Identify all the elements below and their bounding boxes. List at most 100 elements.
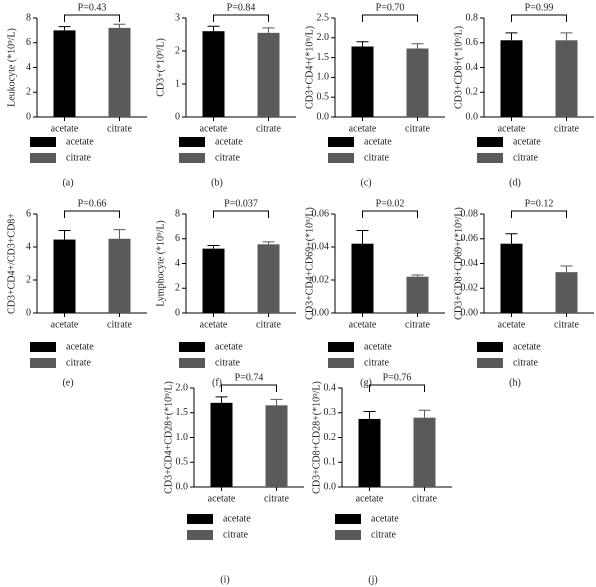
legend-swatch: [30, 358, 56, 368]
y-tick-label: 0: [26, 111, 31, 122]
x-tick-label: acetate: [349, 319, 377, 330]
error-bar: [215, 396, 228, 403]
legend-swatch: [187, 530, 213, 540]
x-tick-label: citrate: [554, 123, 580, 134]
bar: [265, 405, 288, 487]
legend-swatch: [477, 358, 503, 368]
error-bar: [560, 32, 573, 41]
legend-label: acetate: [513, 341, 541, 352]
bar: [555, 40, 578, 117]
y-tick-label: 0.2: [324, 432, 337, 443]
p-value: P=0.70: [376, 2, 405, 13]
bar: [413, 417, 436, 487]
error-bar: [560, 265, 573, 273]
y-tick-label: 0.5: [317, 91, 330, 102]
legend-swatch: [179, 342, 205, 352]
legend-label: citrate: [215, 152, 241, 163]
y-tick-label: 0.1: [324, 457, 337, 468]
x-tick-label: acetate: [200, 123, 228, 134]
bar: [500, 243, 523, 313]
legend-label: citrate: [513, 357, 539, 368]
y-tick-label: 0.3: [324, 407, 337, 418]
significance-bracket: [213, 14, 269, 22]
y-tick-label: 0.4: [324, 382, 337, 393]
panel-label: (d): [509, 177, 521, 188]
y-tick-label: 1.0: [317, 72, 330, 83]
x-tick-label: acetate: [349, 123, 377, 134]
legend-swatch: [477, 342, 503, 352]
y-tick-label: 0.08: [461, 208, 479, 219]
y-axis-label: CD3+CD4+CD69+(*10⁹/L): [304, 207, 315, 320]
legend-swatch: [30, 342, 56, 352]
y-tick-label: 0.0: [176, 481, 189, 492]
legend-label: acetate: [66, 136, 94, 147]
bar: [108, 238, 131, 313]
y-tick-label: 8: [26, 12, 31, 23]
y-axis-label: CD3+CD8+CD28+(*10⁹/L): [311, 381, 322, 494]
legend-swatch: [328, 342, 354, 352]
bar: [257, 32, 280, 117]
y-tick-label: 1.5: [176, 407, 189, 418]
y-tick-label: 4: [26, 62, 31, 73]
y-tick-label: 2.5: [317, 12, 330, 23]
legend-swatch: [335, 514, 361, 524]
y-tick-label: 1: [175, 78, 180, 89]
legend-label: acetate: [215, 341, 243, 352]
x-tick-label: citrate: [405, 319, 431, 330]
x-tick-label: citrate: [412, 493, 438, 504]
bar: [202, 248, 225, 313]
y-tick-label: 0.0: [317, 111, 330, 122]
legend-label: citrate: [513, 152, 539, 163]
x-tick-label: acetate: [208, 493, 236, 504]
y-tick-label: 0.06: [312, 208, 330, 219]
legend-label: citrate: [223, 529, 249, 540]
p-value: P=0.66: [78, 198, 107, 209]
bar: [500, 40, 523, 117]
panel-label: (i): [220, 574, 229, 585]
p-value: P=0.02: [376, 198, 405, 209]
y-tick-label: 2: [26, 274, 31, 285]
error-bar: [356, 230, 369, 244]
y-tick-label: 0: [175, 111, 180, 122]
error-bar: [207, 25, 220, 32]
x-tick-label: acetate: [200, 319, 228, 330]
legend-label: citrate: [215, 357, 241, 368]
p-value: P=0.84: [227, 2, 256, 13]
panel-label: (g): [360, 377, 372, 388]
y-tick-label: 0.2: [466, 87, 479, 98]
y-tick-label: 0.0: [466, 111, 479, 122]
y-tick-label: 4: [26, 241, 31, 252]
legend-label: citrate: [371, 529, 397, 540]
x-tick-label: acetate: [356, 493, 384, 504]
x-tick-label: citrate: [405, 123, 431, 134]
y-tick-label: 0.4: [466, 62, 479, 73]
legend-swatch: [179, 153, 205, 163]
y-tick-label: 1.5: [317, 52, 330, 63]
y-axis-label: CD3+CD4+CD28+(*10⁹/L): [163, 381, 174, 494]
legend-label: acetate: [513, 136, 541, 147]
error-bar: [58, 26, 71, 31]
y-tick-label: 0.8: [466, 12, 479, 23]
significance-bracket: [369, 384, 425, 392]
y-tick-label: 0.04: [461, 258, 479, 269]
p-value: P=0.76: [383, 372, 412, 383]
panel-label: (h): [509, 377, 521, 388]
bar: [53, 30, 76, 117]
bar: [202, 31, 225, 118]
y-tick-label: 2: [26, 87, 31, 98]
legend-swatch: [30, 137, 56, 147]
panel-label: (e): [62, 377, 73, 388]
legend-label: acetate: [223, 513, 251, 524]
y-axis-label: Leukocyte (*10⁹/L): [6, 28, 17, 107]
y-tick-label: 6: [175, 233, 180, 244]
significance-bracket: [511, 14, 567, 22]
significance-bracket: [64, 210, 120, 218]
panel-label: (b): [211, 177, 223, 188]
y-tick-label: 0.06: [461, 233, 479, 244]
bar: [555, 272, 578, 313]
legend-swatch: [328, 358, 354, 368]
bar: [108, 27, 131, 117]
y-axis-label: CD3+CD8+CD69+(*10⁹/L): [453, 207, 464, 320]
bar: [210, 402, 233, 487]
error-bar: [270, 398, 283, 406]
